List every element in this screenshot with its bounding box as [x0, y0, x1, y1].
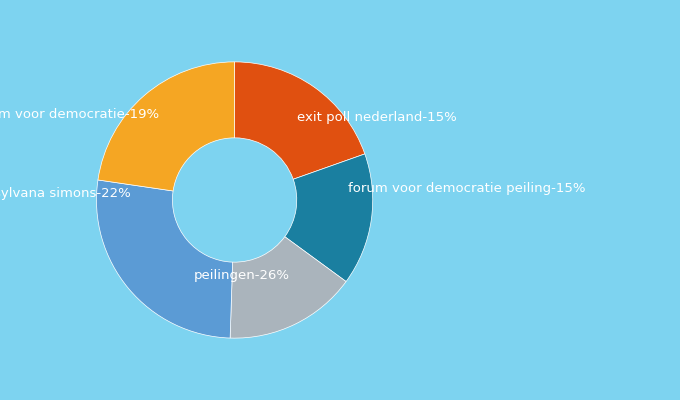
Wedge shape	[285, 154, 373, 282]
Wedge shape	[97, 180, 233, 338]
Wedge shape	[230, 237, 346, 338]
Text: forum voor democratie peiling-15%: forum voor democratie peiling-15%	[348, 182, 585, 196]
Text: peilingen-26%: peilingen-26%	[194, 270, 290, 282]
Text: forum voor democratie-19%: forum voor democratie-19%	[0, 108, 158, 121]
Text: sylvana simons-22%: sylvana simons-22%	[0, 186, 131, 200]
Text: exit poll nederland-15%: exit poll nederland-15%	[296, 111, 456, 124]
Wedge shape	[98, 62, 235, 191]
Wedge shape	[235, 62, 364, 179]
